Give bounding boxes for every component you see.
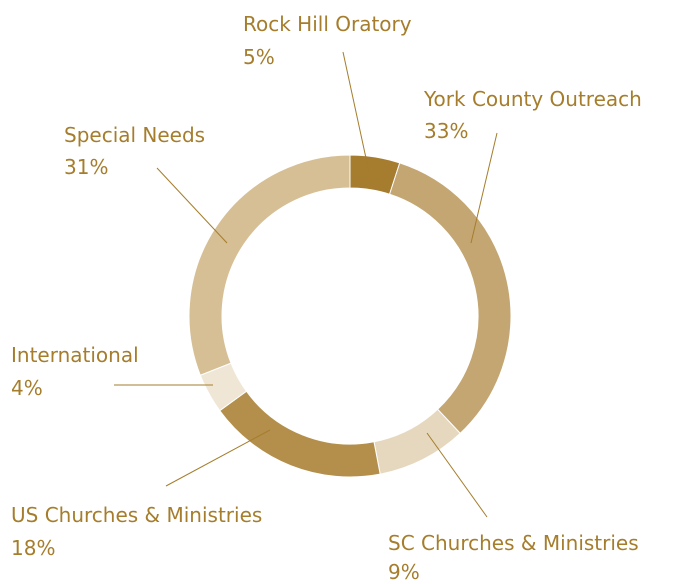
- leader-line-rock-hill-oratory: [342, 51, 370, 173]
- slice-value-special-needs: 31%: [64, 155, 108, 179]
- slice-labels: Rock Hill Oratory 5% York County Outreac…: [11, 12, 642, 584]
- slice-value-rock-hill-oratory: 5%: [243, 45, 275, 69]
- slice-label-rock-hill-oratory: Rock Hill Oratory: [243, 12, 412, 36]
- slice-label-international: International: [11, 343, 139, 367]
- slice-special-needs: [188, 154, 351, 376]
- slice-value-york-county-outreach: 33%: [424, 119, 468, 143]
- slice-us-churches-ministries: [219, 390, 381, 478]
- slice-label-us-churches-ministries: US Churches & Ministries: [11, 503, 262, 527]
- slice-value-international: 4%: [11, 376, 43, 400]
- slice-value-sc-churches-ministries: 9%: [388, 560, 420, 584]
- slice-value-us-churches-ministries: 18%: [11, 536, 55, 560]
- donut-slices: [188, 154, 512, 478]
- slice-label-special-needs: Special Needs: [64, 123, 205, 147]
- leader-lines: [114, 51, 498, 518]
- leader-line-us-churches-ministries: [165, 429, 271, 487]
- slice-label-sc-churches-ministries: SC Churches & Ministries: [388, 531, 639, 555]
- leader-line-york-county-outreach: [470, 132, 498, 244]
- slice-sc-churches-ministries: [373, 408, 461, 475]
- slice-label-york-county-outreach: York County Outreach: [423, 87, 642, 111]
- leader-line-sc-churches-ministries: [426, 432, 488, 518]
- leader-line-special-needs: [156, 167, 228, 244]
- slice-york-county-outreach: [388, 162, 512, 435]
